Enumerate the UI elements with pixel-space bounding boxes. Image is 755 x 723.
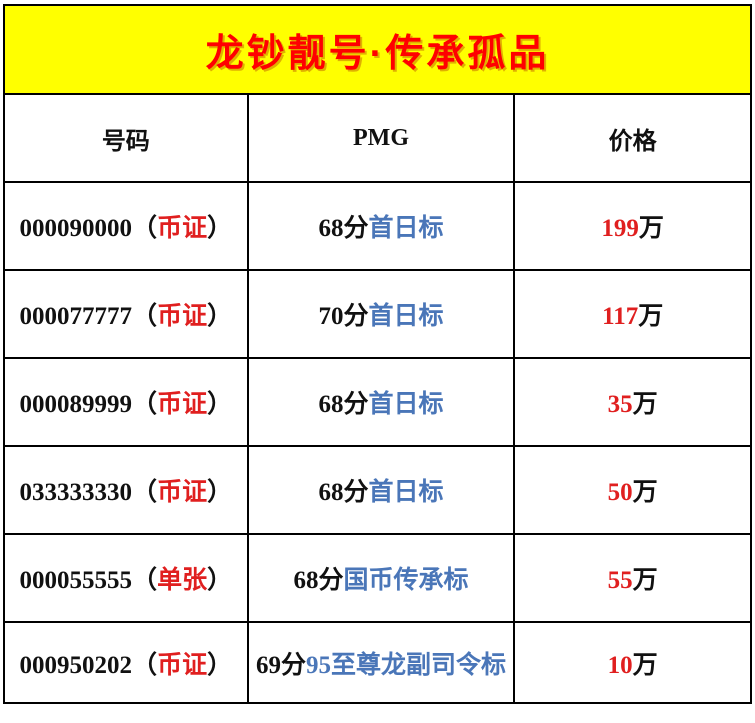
price-unit: 万 xyxy=(632,479,658,506)
price-value: 35 xyxy=(607,391,633,418)
price-value: 50 xyxy=(607,479,633,506)
serial-tag: 币证 xyxy=(157,303,208,330)
price-value: 199 xyxy=(601,215,639,242)
col-header-number: 号码 xyxy=(3,93,249,183)
paren-open: （ xyxy=(132,651,158,679)
pmg-grade: 68分 xyxy=(318,479,369,506)
paren-close: ） xyxy=(207,215,233,242)
serial-number: 000090000 xyxy=(19,215,133,242)
price-cell: 35万 xyxy=(513,357,752,447)
price-list-sheet: 龙钞靓号·传承孤品 号码 PMG 价格 000090000（币证） 68分首日标… xyxy=(3,4,752,704)
table-row: 000077777（币证） 70分首日标 117万 xyxy=(3,269,752,359)
col-header-pmg: PMG xyxy=(246,93,516,183)
serial-number: 000089999 xyxy=(19,391,133,418)
number-cell: 033333330（币证） xyxy=(3,445,249,535)
price-cell: 50万 xyxy=(513,445,752,535)
pmg-label: 首日标 xyxy=(368,391,444,418)
number-cell: 000090000（币证） xyxy=(3,181,249,271)
price-cell: 117万 xyxy=(513,269,752,359)
pmg-grade: 68分 xyxy=(318,391,369,418)
pmg-grade: 70分 xyxy=(318,303,369,330)
paren-open: （ xyxy=(132,479,158,506)
pmg-label: 95至尊龙副司令标 xyxy=(305,651,506,679)
price-unit: 万 xyxy=(632,651,658,679)
serial-number: 000055555 xyxy=(19,567,133,594)
paren-close: ） xyxy=(207,651,233,679)
banner: 龙钞靓号·传承孤品 xyxy=(3,4,752,95)
serial-tag: 币证 xyxy=(157,651,208,679)
pmg-cell: 68分国币传承标 xyxy=(246,533,516,623)
serial-tag: 币证 xyxy=(157,479,208,506)
table-row: 033333330（币证） 68分首日标 50万 xyxy=(3,445,752,535)
paren-close: ） xyxy=(207,303,233,330)
price-value: 117 xyxy=(602,303,639,330)
price-unit: 万 xyxy=(632,567,658,594)
table-row: 000055555（单张） 68分国币传承标 55万 xyxy=(3,533,752,623)
pmg-cell: 68分首日标 xyxy=(246,445,516,535)
table-row: 000950202（币证） 69分95至尊龙副司令标 10万 xyxy=(3,621,752,704)
price-cell: 10万 xyxy=(513,621,752,704)
pmg-grade: 68分 xyxy=(318,215,369,242)
paren-close: ） xyxy=(207,391,233,418)
table-row: 000090000（币证） 68分首日标 199万 xyxy=(3,181,752,271)
price-table: 号码 PMG 价格 000090000（币证） 68分首日标 199万 0000… xyxy=(3,93,752,704)
serial-tag: 币证 xyxy=(157,391,208,418)
number-cell: 000077777（币证） xyxy=(3,269,249,359)
serial-tag: 币证 xyxy=(157,215,208,242)
paren-open: （ xyxy=(132,391,158,418)
price-unit: 万 xyxy=(632,391,658,418)
number-cell: 000089999（币证） xyxy=(3,357,249,447)
price-cell: 55万 xyxy=(513,533,752,623)
price-cell: 199万 xyxy=(513,181,752,271)
paren-open: （ xyxy=(132,215,158,242)
paren-open: （ xyxy=(132,303,158,330)
pmg-cell: 69分95至尊龙副司令标 xyxy=(246,621,516,704)
serial-number: 000950202 xyxy=(19,651,133,679)
banner-title: 龙钞靓号·传承孤品 xyxy=(205,33,550,75)
price-unit: 万 xyxy=(638,303,664,330)
paren-close: ） xyxy=(207,479,233,506)
price-value: 55 xyxy=(607,567,633,594)
table-row: 000089999（币证） 68分首日标 35万 xyxy=(3,357,752,447)
col-header-price: 价格 xyxy=(513,93,752,183)
pmg-grade: 68分 xyxy=(293,567,344,594)
number-cell: 000950202（币证） xyxy=(3,621,249,704)
pmg-grade: 69分 xyxy=(255,651,306,679)
number-cell: 000055555（单张） xyxy=(3,533,249,623)
serial-number: 000077777 xyxy=(19,303,133,330)
header-row: 号码 PMG 价格 xyxy=(3,93,752,183)
pmg-cell: 70分首日标 xyxy=(246,269,516,359)
pmg-label: 首日标 xyxy=(368,215,444,242)
pmg-label: 首日标 xyxy=(368,479,444,506)
price-unit: 万 xyxy=(638,215,664,242)
paren-open: （ xyxy=(132,567,158,594)
paren-close: ） xyxy=(207,567,233,594)
pmg-cell: 68分首日标 xyxy=(246,357,516,447)
serial-tag: 单张 xyxy=(157,567,208,594)
price-value: 10 xyxy=(607,651,633,679)
pmg-label: 首日标 xyxy=(368,303,444,330)
serial-number: 033333330 xyxy=(19,479,133,506)
pmg-label: 国币传承标 xyxy=(343,567,469,594)
pmg-cell: 68分首日标 xyxy=(246,181,516,271)
